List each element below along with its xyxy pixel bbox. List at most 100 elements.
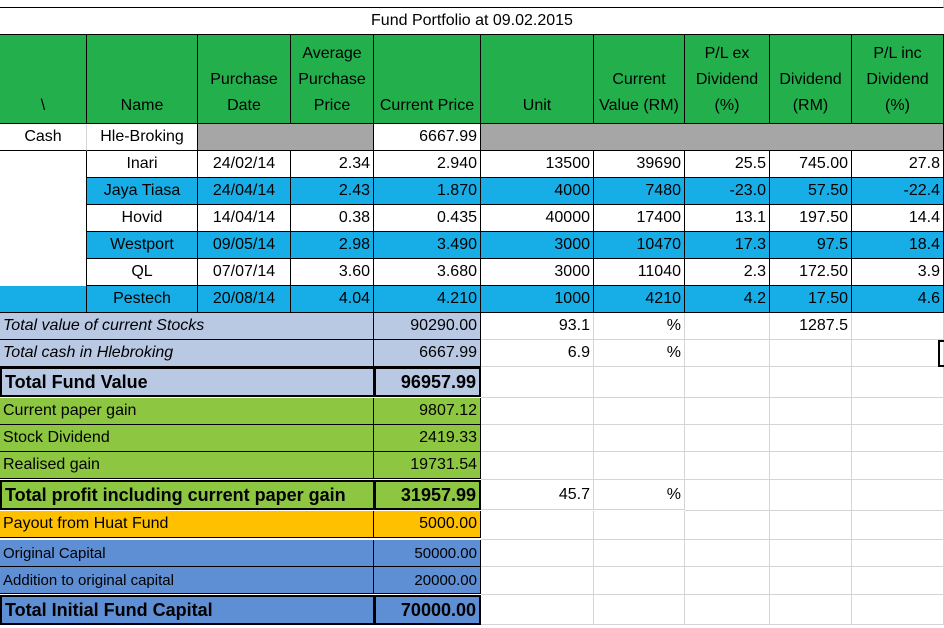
summary-dividend-value[interactable]: 2419.33 [374, 425, 481, 452]
cell-empty[interactable] [481, 452, 594, 480]
stock-cell-date[interactable]: 09/05/14 [198, 232, 291, 259]
summary-payout-value[interactable]: 5000.00 [374, 511, 481, 538]
stock-cell-pl-ex[interactable]: -23.0 [685, 178, 770, 205]
stock-cell-value[interactable]: 17400 [594, 205, 685, 232]
stock-cell-value[interactable]: 4210 [594, 286, 685, 313]
cell-empty[interactable] [481, 567, 594, 595]
cell-empty[interactable] [481, 511, 594, 540]
stock-cell-date[interactable]: 24/04/14 [198, 178, 291, 205]
cell-empty[interactable] [685, 367, 770, 398]
cell-empty[interactable] [685, 540, 770, 567]
cell-empty[interactable] [594, 511, 685, 540]
stock-cell-pl-inc[interactable]: -22.4 [852, 178, 944, 205]
cell-empty[interactable] [852, 595, 944, 625]
header-avg-price[interactable]: Average Purchase Price [291, 35, 374, 124]
stock-cell-value[interactable]: 10470 [594, 232, 685, 259]
cell-empty[interactable] [594, 452, 685, 480]
stock-cell-cur[interactable]: 4.210 [374, 286, 481, 313]
summary-addition-label[interactable]: Addition to original capital [0, 567, 374, 594]
stock-cell-name[interactable]: Hovid [87, 205, 198, 232]
summary-realised-label[interactable]: Realised gain [0, 452, 374, 479]
stock-cell-name[interactable]: Westport [87, 232, 198, 259]
stock-cell-name[interactable]: Jaya Tiasa [87, 178, 198, 205]
stock-cell-div[interactable]: 57.50 [770, 178, 852, 205]
header-purchase-date[interactable]: Purchase Date [198, 35, 291, 124]
stock-cell-avg[interactable]: 3.60 [291, 259, 374, 286]
stock-cell-value[interactable]: 7480 [594, 178, 685, 205]
cell-empty[interactable] [770, 425, 852, 452]
cell-empty[interactable] [770, 452, 852, 480]
summary-profit-label[interactable]: Total profit including current paper gai… [0, 480, 375, 510]
cell-empty[interactable] [481, 425, 594, 452]
header-pl-ex-dividend[interactable]: P/L ex Dividend (%) [685, 35, 770, 124]
cell-empty[interactable] [594, 398, 685, 425]
stock-row-empty-cell[interactable] [0, 286, 87, 313]
stock-cell-pl-inc[interactable]: 14.4 [852, 205, 944, 232]
stock-cell-avg[interactable]: 2.98 [291, 232, 374, 259]
summary-paper-value[interactable]: 9807.12 [374, 398, 481, 425]
stock-cell-avg[interactable]: 2.34 [291, 151, 374, 178]
stock-cell-name[interactable]: Pestech [87, 286, 198, 313]
cell-empty[interactable] [770, 511, 852, 540]
cell-empty[interactable] [481, 540, 594, 567]
stock-cell-pl-inc[interactable]: 3.9 [852, 259, 944, 286]
stock-cell-avg[interactable]: 4.04 [291, 286, 374, 313]
cell-empty[interactable] [770, 480, 852, 511]
stock-cell-avg[interactable]: 2.43 [291, 178, 374, 205]
stock-cell-value[interactable]: 39690 [594, 151, 685, 178]
cell-empty[interactable] [685, 567, 770, 595]
cell-empty[interactable] [685, 340, 770, 367]
summary-initial-label[interactable]: Total Initial Fund Capital [0, 595, 375, 625]
cell-empty[interactable] [852, 398, 944, 425]
cell-empty[interactable] [852, 452, 944, 480]
summary-stocks-value[interactable]: 90290.00 [374, 313, 481, 340]
stock-row-empty-cell[interactable] [0, 205, 87, 232]
header-dividend[interactable]: Dividend (RM) [770, 35, 852, 124]
summary-profit-pct-sign[interactable]: % [594, 480, 685, 510]
stock-row-empty-cell[interactable] [0, 259, 87, 286]
stock-row-empty-cell[interactable] [0, 232, 87, 259]
cell-empty[interactable] [481, 367, 594, 398]
summary-profit-value[interactable]: 31957.99 [374, 480, 481, 510]
header-current-value[interactable]: Current Value (RM) [594, 35, 685, 124]
cash-label[interactable]: Cash [0, 124, 87, 151]
stock-cell-div[interactable]: 745.00 [770, 151, 852, 178]
stock-cell-date[interactable]: 24/02/14 [198, 151, 291, 178]
cell-empty[interactable] [852, 367, 944, 398]
header-current-price[interactable]: Current Price [374, 35, 481, 124]
summary-paper-label[interactable]: Current paper gain [0, 398, 374, 425]
stock-cell-pl-ex[interactable]: 25.5 [685, 151, 770, 178]
stock-cell-value[interactable]: 11040 [594, 259, 685, 286]
header-unit[interactable]: Unit [481, 35, 594, 124]
cell-empty[interactable] [770, 540, 852, 567]
summary-original-value[interactable]: 50000.00 [374, 540, 481, 567]
summary-initial-value[interactable]: 70000.00 [374, 595, 481, 625]
stock-cell-name[interactable]: QL [87, 259, 198, 286]
summary-fund-value[interactable]: 96957.99 [374, 367, 481, 397]
summary-payout-label[interactable]: Payout from Huat Fund [0, 511, 374, 538]
stock-cell-date[interactable]: 14/04/14 [198, 205, 291, 232]
stock-cell-div[interactable]: 17.50 [770, 286, 852, 313]
summary-original-label[interactable]: Original Capital [0, 540, 374, 567]
header-backslash[interactable]: \ [0, 35, 87, 124]
stock-row-empty-cell[interactable] [0, 151, 87, 178]
cell-empty[interactable] [685, 511, 770, 540]
cell-empty[interactable] [685, 595, 770, 625]
stock-cell-unit[interactable]: 40000 [481, 205, 594, 232]
stock-cell-cur[interactable]: 3.490 [374, 232, 481, 259]
cell-empty[interactable] [594, 425, 685, 452]
summary-dividend-total[interactable]: 1287.5 [770, 313, 852, 340]
stock-cell-unit[interactable]: 1000 [481, 286, 594, 313]
stock-cell-date[interactable]: 07/07/14 [198, 259, 291, 286]
cell-empty[interactable] [594, 567, 685, 595]
stock-cell-div[interactable]: 97.5 [770, 232, 852, 259]
header-pl-inc-dividend[interactable]: P/L inc Dividend (%) [852, 35, 944, 124]
cell-empty[interactable] [852, 540, 944, 567]
stock-row-empty-cell[interactable] [0, 178, 87, 205]
cell-empty[interactable] [770, 595, 852, 625]
stock-cell-cur[interactable]: 0.435 [374, 205, 481, 232]
stock-cell-unit[interactable]: 3000 [481, 232, 594, 259]
stock-cell-pl-ex[interactable]: 13.1 [685, 205, 770, 232]
cell-empty[interactable] [852, 340, 944, 367]
summary-dividend-label[interactable]: Stock Dividend [0, 425, 374, 452]
